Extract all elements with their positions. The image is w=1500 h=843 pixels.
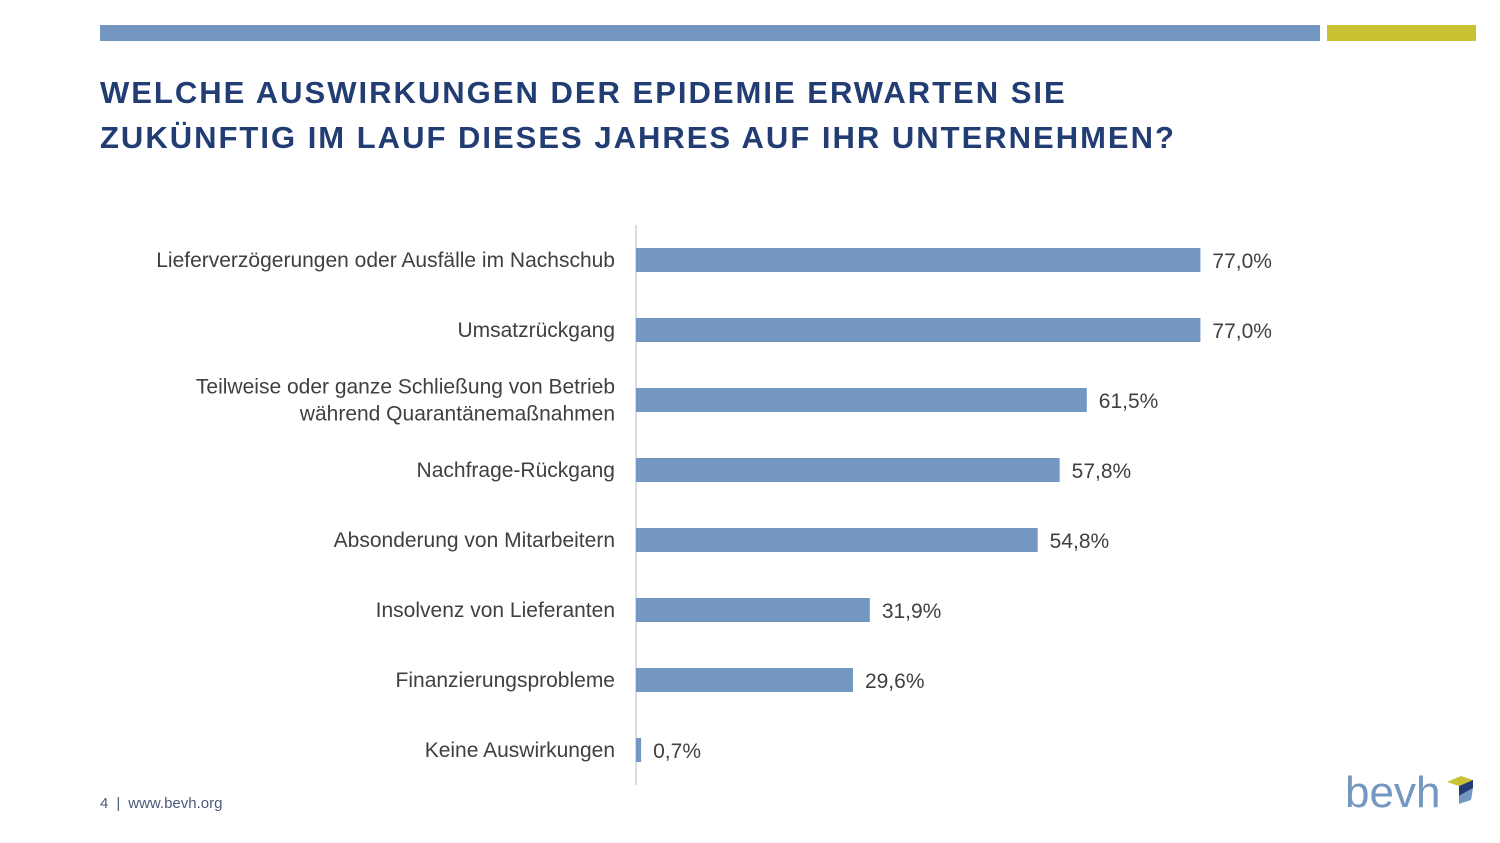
logo-mark-icon <box>1447 776 1473 804</box>
category-label-2-line-1: während Quarantänemaßnahmen <box>299 403 615 426</box>
category-label-0: Lieferverzögerungen oder Ausfälle im Nac… <box>156 249 615 272</box>
bar-7 <box>636 738 642 762</box>
bar-6 <box>636 668 853 692</box>
value-label-7: 0,7% <box>653 740 701 763</box>
bar-3 <box>636 458 1060 482</box>
value-label-5: 31,9% <box>882 600 942 623</box>
category-label-4: Absonderung von Mitarbeitern <box>334 529 615 552</box>
category-label-3: Nachfrage-Rückgang <box>417 459 615 482</box>
bar-5 <box>636 598 870 622</box>
value-label-4: 54,8% <box>1050 530 1110 553</box>
value-label-1: 77,0% <box>1212 320 1272 343</box>
category-label-1: Umsatzrückgang <box>457 319 615 342</box>
bar-0 <box>636 248 1201 272</box>
footer-separator: | <box>116 795 121 812</box>
category-label-5: Insolvenz von Lieferanten <box>376 599 615 622</box>
bar-1 <box>636 318 1201 342</box>
slide-title-line-2: ZUKÜNFTIG IM LAUF DIESES JAHRES AUF IHR … <box>100 120 1176 155</box>
page-number: 4 <box>100 795 109 812</box>
value-label-2: 61,5% <box>1099 390 1159 413</box>
value-label-0: 77,0% <box>1212 250 1272 273</box>
category-label-6: Finanzierungsprobleme <box>396 669 615 692</box>
header-accent-bar-blue <box>100 25 1320 41</box>
slide-title-line-1: WELCHE AUSWIRKUNGEN DER EPIDEMIE ERWARTE… <box>100 75 1067 110</box>
bar-4 <box>636 528 1038 552</box>
header-accent-bar-yellow <box>1327 25 1476 41</box>
footer-url: www.bevh.org <box>128 795 223 812</box>
value-label-6: 29,6% <box>865 670 925 693</box>
value-label-3: 57,8% <box>1072 460 1132 483</box>
category-label-7: Keine Auswirkungen <box>425 739 615 762</box>
footer: 4 | www.bevh.org <box>100 795 222 812</box>
slide-title: WELCHE AUSWIRKUNGEN DER EPIDEMIE ERWARTE… <box>100 70 1400 160</box>
category-label-2-line-0: Teilweise oder ganze Schließung von Betr… <box>196 376 615 399</box>
bevh-logo: bevh <box>1345 768 1480 818</box>
bar-2 <box>636 388 1087 412</box>
logo-text: bevh <box>1345 768 1441 817</box>
